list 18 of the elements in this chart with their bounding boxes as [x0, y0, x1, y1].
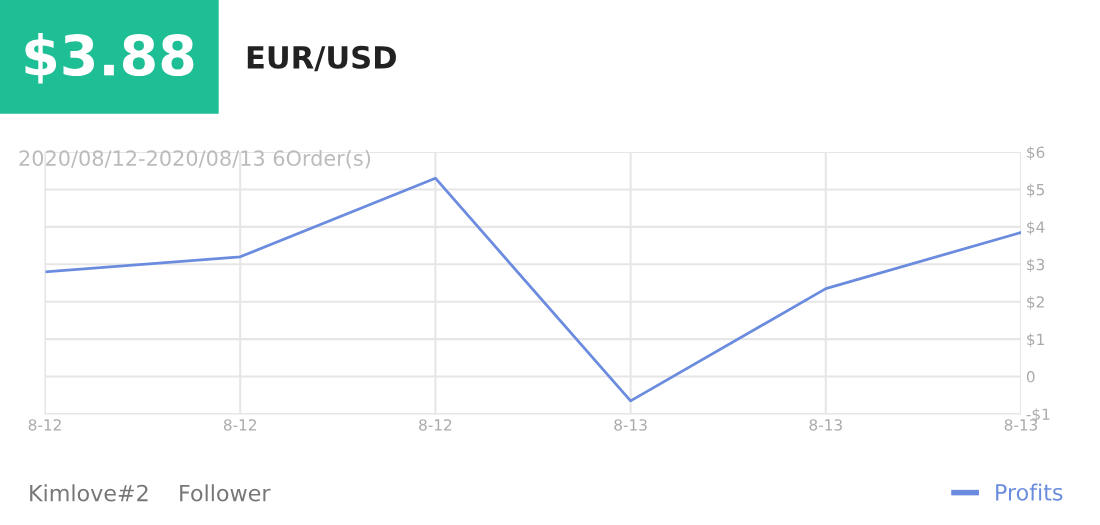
annotation: 2020/08/12-2020/08/13 6Order(s)	[19, 149, 371, 169]
chart-subtitle: EUR/USD	[247, 45, 396, 72]
text: Kimlove#2 Follower	[30, 484, 271, 502]
y-tick-label: $1	[1027, 333, 1044, 348]
x-tick-label: 8-13	[809, 419, 842, 431]
y-tick-label: $5	[1027, 183, 1044, 198]
y-tick-label: $3	[1027, 258, 1045, 273]
legend-label: Profits	[996, 483, 1063, 501]
y-tick-label: $6	[1027, 146, 1045, 161]
x-tick-label: 8-12	[419, 419, 452, 431]
x-tick-label: 8-13	[614, 419, 647, 431]
x-tick-label: 8-12	[223, 419, 257, 431]
y-tick-label: 0	[1026, 371, 1035, 383]
line-series	[45, 176, 1021, 403]
chart-title: $3.88	[25, 33, 194, 84]
y-tick-label: $4	[1027, 221, 1045, 235]
x-tick-label: 8-12	[28, 419, 61, 431]
y-tick-label: $2	[1027, 295, 1044, 310]
